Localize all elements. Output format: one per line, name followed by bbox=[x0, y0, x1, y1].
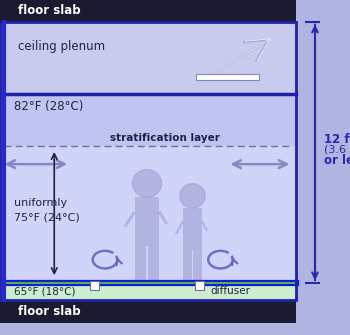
Text: 65°F (18°C): 65°F (18°C) bbox=[14, 286, 76, 296]
Bar bbox=[148, 246, 159, 283]
Text: (3.6 m): (3.6 m) bbox=[324, 144, 350, 154]
Bar bbox=[0, 22, 296, 94]
Text: stratification layer: stratification layer bbox=[111, 133, 220, 143]
Bar bbox=[0, 22, 5, 300]
Text: 75°F (24°C): 75°F (24°C) bbox=[14, 213, 80, 223]
Text: or less: or less bbox=[324, 154, 350, 167]
Text: floor slab: floor slab bbox=[18, 4, 80, 17]
Circle shape bbox=[132, 170, 162, 197]
Bar bbox=[0, 146, 296, 283]
Bar bbox=[0, 283, 296, 300]
Bar bbox=[90, 281, 99, 290]
Text: ceiling plenum: ceiling plenum bbox=[18, 41, 105, 54]
Text: 82°F (28°C): 82°F (28°C) bbox=[14, 100, 83, 113]
Bar bbox=[0, 0, 296, 22]
Bar bbox=[0, 22, 296, 300]
Bar bbox=[135, 197, 159, 246]
Bar bbox=[0, 323, 296, 335]
Text: 12 ft: 12 ft bbox=[324, 133, 350, 145]
FancyArrow shape bbox=[124, 211, 136, 227]
Bar bbox=[183, 208, 202, 250]
Bar bbox=[194, 250, 202, 283]
Circle shape bbox=[180, 184, 205, 208]
FancyArrow shape bbox=[201, 220, 208, 232]
Bar bbox=[195, 281, 204, 290]
FancyArrow shape bbox=[158, 211, 168, 224]
Text: diffuser: diffuser bbox=[210, 286, 250, 296]
Bar bbox=[304, 0, 350, 335]
Bar bbox=[183, 250, 191, 283]
Bar bbox=[0, 300, 296, 323]
Text: uniformly: uniformly bbox=[14, 198, 67, 208]
Text: floor slab: floor slab bbox=[18, 305, 80, 318]
Bar bbox=[135, 246, 146, 283]
Bar bbox=[196, 74, 259, 80]
Bar bbox=[0, 94, 296, 146]
FancyArrow shape bbox=[175, 220, 184, 234]
Bar bbox=[0, 0, 296, 335]
